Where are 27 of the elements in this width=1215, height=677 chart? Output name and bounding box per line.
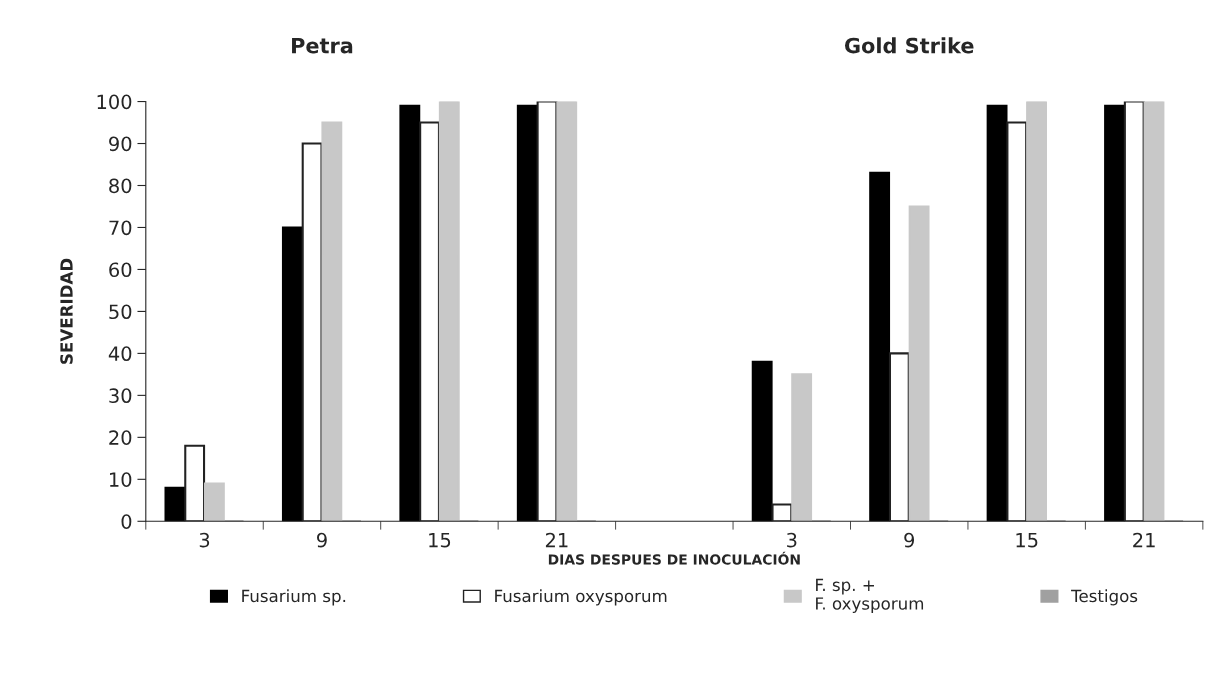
text: Petra xyxy=(292,37,353,54)
y-tick-label: 90 xyxy=(109,136,132,152)
legend-label: Fusarium sp. xyxy=(242,589,346,606)
x-tick-label: 3 xyxy=(199,532,210,548)
y-tick-label: 60 xyxy=(109,262,132,278)
x-tick-label: 15 xyxy=(429,533,451,548)
x-tick-label: 3 xyxy=(787,532,797,548)
x-tick-label: 9 xyxy=(904,532,915,548)
y-tick-label: 50 xyxy=(109,304,132,320)
y-tick-label: 20 xyxy=(109,430,132,446)
y-tick-label: 100 xyxy=(97,94,132,110)
x-tick-label: 21 xyxy=(545,532,568,548)
legend-label: Fusarium oxysporum xyxy=(495,589,667,606)
text: Gold Strike xyxy=(845,37,974,54)
x-axis-title: DIAS DESPUES DE INOCULACIÓN xyxy=(548,551,800,565)
y-tick-label: 40 xyxy=(108,346,132,362)
x-tick-label: 15 xyxy=(1016,533,1038,548)
y-tick-label: 30 xyxy=(109,388,132,404)
y-tick-label: 80 xyxy=(109,178,132,194)
legend-label: F. sp. + F. oxysporum xyxy=(816,578,924,614)
legend-label: Testigos xyxy=(1071,589,1138,606)
y-tick-label: 0 xyxy=(121,514,132,529)
x-tick-label: 9 xyxy=(317,532,327,548)
y-tick-label: 10 xyxy=(110,472,132,487)
x-tick-label: 21 xyxy=(1133,532,1155,548)
y-axis-title: SEVERIDAD xyxy=(60,258,73,364)
y-tick-label: 70 xyxy=(109,220,132,236)
